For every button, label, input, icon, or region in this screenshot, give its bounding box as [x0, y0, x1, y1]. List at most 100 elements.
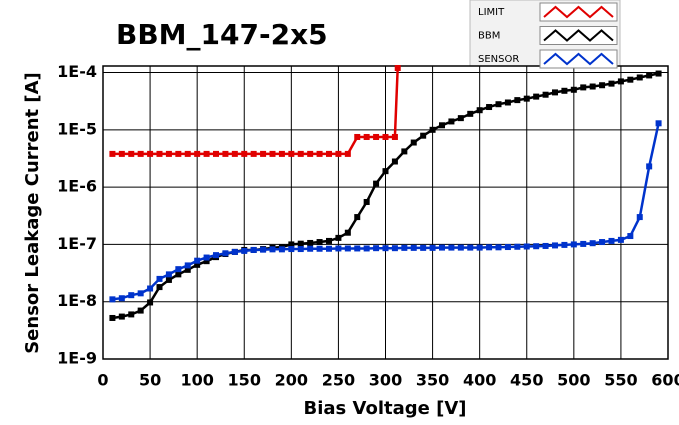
- data-point: [646, 163, 653, 170]
- data-point: [552, 89, 558, 96]
- legend-label: LIMIT: [478, 7, 505, 18]
- data-point: [391, 158, 398, 165]
- data-point: [326, 237, 332, 244]
- x-tick-label: 0: [97, 371, 108, 390]
- data-point: [580, 84, 587, 91]
- data-point: [542, 91, 549, 98]
- data-point: [523, 243, 530, 250]
- data-point: [589, 83, 596, 90]
- data-point: [278, 150, 285, 157]
- data-point: [533, 243, 540, 250]
- data-point: [599, 239, 606, 246]
- data-point: [420, 244, 427, 251]
- data-point: [382, 245, 389, 252]
- x-tick-label: 100: [180, 371, 213, 390]
- data-point: [147, 285, 154, 292]
- data-point: [373, 180, 380, 187]
- y-tick-label: 1E-8: [57, 291, 97, 310]
- data-point: [420, 132, 427, 139]
- x-tick-label: 600: [651, 371, 679, 390]
- data-point: [288, 241, 295, 248]
- data-point: [646, 72, 653, 79]
- data-point: [561, 241, 568, 248]
- data-point: [382, 133, 389, 140]
- data-point: [363, 245, 370, 252]
- data-point: [156, 150, 163, 157]
- data-point: [184, 150, 191, 157]
- data-point: [307, 245, 314, 252]
- data-point: [655, 120, 662, 127]
- data-point: [307, 150, 314, 157]
- data-point: [504, 99, 511, 106]
- data-point: [448, 244, 455, 251]
- data-point: [137, 290, 144, 297]
- data-point: [655, 70, 662, 77]
- data-point: [203, 150, 210, 157]
- data-point: [457, 115, 464, 122]
- data-point: [118, 313, 125, 320]
- data-point: [269, 246, 276, 253]
- data-point: [316, 245, 323, 252]
- chart-title: BBM_147-2x5: [116, 18, 328, 51]
- data-point: [118, 150, 125, 157]
- y-tick-label: 1E-4: [57, 62, 97, 81]
- x-tick-label: 300: [369, 371, 402, 390]
- data-point: [486, 104, 493, 111]
- data-point: [354, 214, 361, 221]
- data-point: [184, 262, 191, 269]
- y-axis-label: Sensor Leakage Current [A]: [22, 72, 43, 354]
- data-point: [222, 250, 229, 257]
- data-point: [410, 139, 417, 146]
- data-point: [165, 271, 172, 278]
- data-point: [222, 150, 229, 157]
- data-point: [109, 296, 116, 303]
- data-point: [137, 150, 144, 157]
- data-point: [429, 244, 436, 251]
- data-point: [326, 245, 332, 252]
- data-point: [457, 244, 464, 251]
- y-tick-label: 1E-5: [57, 119, 97, 138]
- data-point: [514, 243, 521, 250]
- data-point: [570, 86, 577, 93]
- data-point: [363, 133, 370, 140]
- data-point: [627, 76, 634, 83]
- data-point: [373, 133, 380, 140]
- data-point: [495, 101, 502, 108]
- x-tick-label: 150: [228, 371, 261, 390]
- data-point: [533, 93, 540, 100]
- data-point: [344, 245, 351, 252]
- data-point: [109, 150, 116, 157]
- data-point: [316, 150, 323, 157]
- data-point: [165, 276, 172, 283]
- data-point: [335, 245, 342, 252]
- data-point: [467, 244, 474, 251]
- data-point: [307, 239, 314, 246]
- data-point: [580, 240, 587, 247]
- data-point: [439, 244, 445, 251]
- data-point: [410, 244, 417, 251]
- data-point: [476, 244, 483, 251]
- data-point: [514, 97, 521, 104]
- data-point: [147, 150, 154, 157]
- x-tick-label: 200: [275, 371, 308, 390]
- data-point: [467, 110, 474, 117]
- data-point: [128, 150, 135, 157]
- data-point: [213, 150, 219, 157]
- data-point: [288, 246, 295, 253]
- data-point: [128, 292, 135, 299]
- data-point: [231, 248, 238, 255]
- data-point: [476, 107, 483, 114]
- data-point: [297, 150, 304, 157]
- data-point: [109, 314, 116, 321]
- legend-swatch: [543, 52, 614, 66]
- legend-swatch-box: [539, 26, 618, 45]
- data-point: [391, 133, 398, 140]
- y-tick-label: 1E-6: [57, 177, 97, 196]
- data-point: [241, 247, 248, 254]
- x-tick-label: 250: [322, 371, 355, 390]
- data-point: [165, 150, 172, 157]
- data-point: [260, 246, 267, 253]
- data-point: [269, 150, 276, 157]
- x-tick-label: 450: [510, 371, 543, 390]
